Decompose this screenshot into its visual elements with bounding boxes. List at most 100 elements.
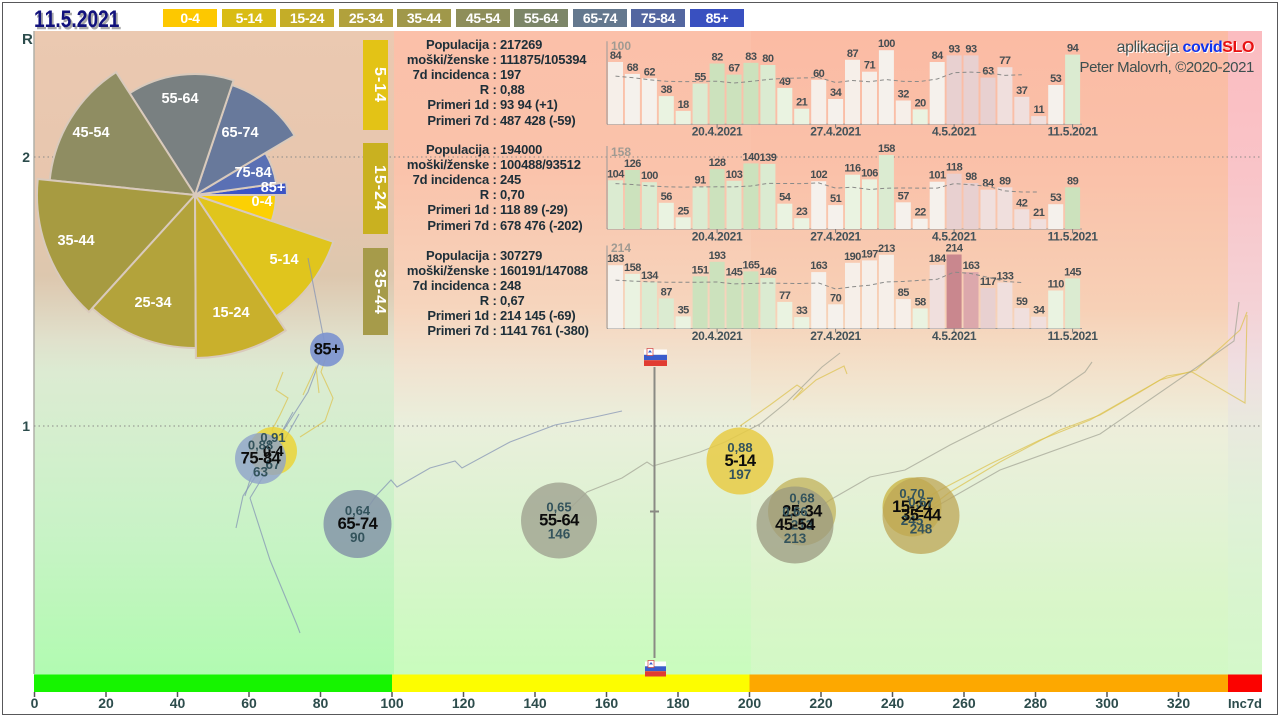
svg-text:83: 83 [745, 51, 757, 63]
svg-text:183: 183 [607, 253, 624, 265]
svg-text:32: 32 [898, 89, 910, 101]
svg-text:45-54: 45-54 [775, 516, 816, 534]
svg-text:146: 146 [759, 266, 776, 278]
svg-text:4.5.2021: 4.5.2021 [932, 230, 977, 244]
svg-text:1: 1 [22, 418, 30, 434]
svg-text:67: 67 [728, 63, 740, 75]
svg-text:55-64: 55-64 [161, 91, 198, 107]
svg-text:280: 280 [1024, 695, 1048, 711]
svg-text:213: 213 [784, 531, 807, 546]
svg-text:163: 163 [963, 260, 980, 272]
svg-text:54: 54 [779, 192, 792, 204]
svg-text:5-14: 5-14 [724, 452, 756, 470]
svg-text:11.5.2021: 11.5.2021 [1048, 125, 1099, 139]
svg-text:11.5.2021: 11.5.2021 [1048, 230, 1099, 244]
svg-text:101: 101 [929, 170, 946, 182]
svg-text:151: 151 [692, 264, 709, 276]
svg-text:0-4: 0-4 [252, 194, 273, 210]
svg-text:21: 21 [1033, 207, 1045, 219]
svg-text:116: 116 [844, 163, 861, 175]
svg-text:0-4: 0-4 [263, 443, 284, 460]
svg-text:Inc7d: Inc7d [1228, 696, 1262, 711]
svg-text:60: 60 [813, 68, 825, 80]
svg-text:49: 49 [779, 76, 791, 88]
svg-text:62: 62 [644, 66, 656, 78]
svg-text:35-44: 35-44 [901, 507, 942, 525]
svg-text:0,65: 0,65 [546, 500, 571, 515]
svg-text:11.5.2021: 11.5.2021 [1048, 329, 1099, 343]
svg-text:158: 158 [878, 143, 895, 155]
svg-text:117: 117 [980, 276, 997, 288]
svg-text:85+: 85+ [261, 180, 286, 196]
svg-text:R: R [22, 31, 33, 48]
svg-text:20.4.2021: 20.4.2021 [692, 230, 743, 244]
svg-text:56: 56 [661, 191, 673, 203]
svg-text:214: 214 [946, 243, 964, 255]
svg-text:37: 37 [1016, 85, 1028, 97]
svg-text:87: 87 [661, 286, 673, 298]
svg-text:59: 59 [1016, 296, 1028, 308]
svg-text:80: 80 [762, 53, 774, 65]
svg-text:146: 146 [548, 527, 571, 542]
svg-text:133: 133 [996, 271, 1013, 283]
svg-text:71: 71 [864, 60, 876, 72]
svg-text:35: 35 [678, 304, 690, 316]
svg-text:63: 63 [253, 465, 269, 480]
svg-text:40: 40 [170, 695, 186, 711]
svg-text:85+: 85+ [314, 341, 341, 359]
svg-text:0,68: 0,68 [789, 491, 814, 506]
svg-text:220: 220 [809, 695, 833, 711]
svg-text:4.5.2021: 4.5.2021 [932, 329, 977, 343]
svg-text:90: 90 [350, 530, 365, 545]
svg-text:145: 145 [1064, 266, 1081, 278]
svg-text:320: 320 [1167, 695, 1191, 711]
svg-text:158: 158 [611, 145, 631, 159]
svg-text:180: 180 [666, 695, 690, 711]
svg-text:25: 25 [678, 205, 690, 217]
svg-text:102: 102 [810, 169, 827, 181]
svg-text:55-64: 55-64 [539, 512, 580, 530]
svg-text:5-14: 5-14 [269, 252, 298, 268]
svg-text:160: 160 [595, 695, 619, 711]
svg-text:163: 163 [810, 260, 827, 272]
svg-text:65-74: 65-74 [338, 515, 379, 533]
svg-text:0,67: 0,67 [908, 495, 933, 510]
svg-text:20.4.2021: 20.4.2021 [692, 329, 743, 343]
svg-text:57: 57 [898, 190, 910, 202]
svg-text:34: 34 [830, 87, 843, 99]
svg-text:93: 93 [948, 43, 960, 55]
svg-text:213: 213 [791, 518, 814, 533]
svg-text:139: 139 [759, 152, 776, 164]
svg-text:110: 110 [1048, 279, 1065, 291]
svg-text:67: 67 [265, 457, 280, 472]
svg-text:25-34: 25-34 [782, 503, 823, 521]
svg-text:18: 18 [678, 99, 690, 111]
svg-text:93: 93 [965, 43, 977, 55]
svg-text:68: 68 [627, 62, 639, 74]
svg-text:91: 91 [694, 174, 706, 186]
svg-text:100: 100 [641, 170, 658, 182]
svg-text:21: 21 [796, 97, 808, 109]
svg-text:184: 184 [929, 253, 947, 265]
svg-text:98: 98 [965, 171, 977, 183]
svg-text:11: 11 [1033, 104, 1044, 116]
svg-text:63: 63 [982, 66, 994, 78]
svg-text:20: 20 [98, 695, 114, 711]
svg-text:53: 53 [1050, 73, 1062, 85]
svg-text:214: 214 [611, 241, 631, 255]
svg-text:77: 77 [779, 290, 791, 302]
svg-text:51: 51 [830, 193, 842, 205]
svg-text:70: 70 [830, 292, 842, 304]
svg-text:0,70: 0,70 [899, 486, 924, 501]
svg-text:134: 134 [641, 270, 659, 282]
svg-text:75-84: 75-84 [241, 450, 282, 468]
svg-text:165: 165 [742, 259, 759, 271]
svg-text:55: 55 [694, 72, 706, 84]
svg-text:120: 120 [452, 695, 476, 711]
svg-text:4.5.2021: 4.5.2021 [932, 125, 977, 139]
svg-text:45-54: 45-54 [72, 125, 109, 141]
svg-text:94: 94 [1067, 43, 1080, 55]
svg-text:100: 100 [878, 38, 895, 50]
svg-text:197: 197 [861, 248, 878, 260]
svg-text:33: 33 [796, 305, 808, 317]
